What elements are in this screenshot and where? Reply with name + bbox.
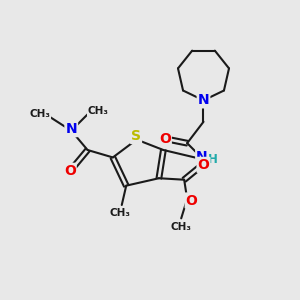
- Text: N: N: [196, 149, 208, 164]
- Text: H: H: [208, 153, 218, 166]
- Text: O: O: [64, 164, 76, 178]
- Text: CH₃: CH₃: [171, 222, 192, 232]
- Text: CH₃: CH₃: [110, 208, 131, 218]
- Text: CH₃: CH₃: [88, 106, 109, 116]
- Text: N: N: [198, 93, 209, 107]
- Text: O: O: [186, 194, 197, 208]
- Text: CH₃: CH₃: [29, 109, 50, 119]
- Text: O: O: [198, 158, 209, 172]
- Text: S: S: [131, 129, 141, 143]
- Text: O: O: [159, 132, 171, 146]
- Text: N: N: [65, 122, 77, 136]
